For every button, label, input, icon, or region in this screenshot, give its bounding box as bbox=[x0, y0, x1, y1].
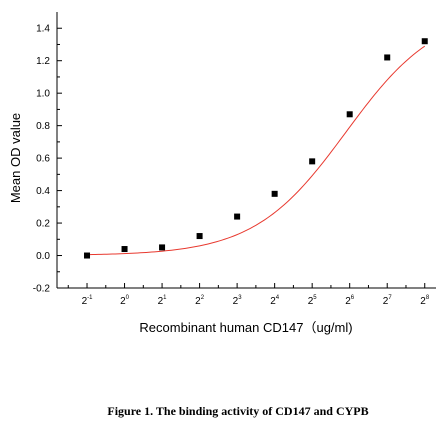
data-points bbox=[84, 38, 428, 259]
data-point bbox=[346, 111, 353, 118]
x-tick-label: 22 bbox=[195, 295, 205, 307]
data-point bbox=[421, 38, 428, 45]
y-tick-label: -0.2 bbox=[33, 284, 51, 295]
data-point bbox=[384, 54, 391, 61]
y-axis-ticks: -0.2 0.0 0.2 0.4 0.6 0.8 1.0 1.2 1.4 bbox=[33, 24, 62, 295]
x-tick-label: 2-1 bbox=[82, 295, 94, 307]
data-point bbox=[309, 158, 316, 165]
y-tick-label: 0.4 bbox=[36, 186, 50, 197]
data-point bbox=[121, 246, 128, 253]
data-point bbox=[84, 252, 91, 259]
figure-caption: Figure 1. The binding activity of CD147 … bbox=[107, 404, 368, 418]
x-tick-label: 27 bbox=[383, 295, 393, 307]
y-tick-label: 0.2 bbox=[36, 219, 50, 230]
x-tick-label: 24 bbox=[270, 295, 280, 307]
x-tick-label: 28 bbox=[420, 295, 430, 307]
y-axis-label: Mean OD value bbox=[8, 113, 23, 203]
x-axis-ticks: 2-1 20 21 22 23 24 25 26 27 28 bbox=[67, 283, 430, 307]
data-point bbox=[159, 244, 166, 251]
fit-curve-group bbox=[87, 45, 426, 256]
x-tick-label: 23 bbox=[233, 295, 243, 307]
x-tick-label: 20 bbox=[120, 295, 130, 307]
y-tick-label: 0.6 bbox=[36, 154, 50, 165]
data-point bbox=[196, 233, 203, 240]
fit-curve bbox=[87, 45, 426, 256]
data-point bbox=[234, 213, 241, 220]
x-tick-label: 25 bbox=[308, 295, 318, 307]
y-tick-label: 0.0 bbox=[36, 251, 50, 262]
y-tick-label: 1.0 bbox=[36, 89, 50, 100]
y-tick-label: 1.4 bbox=[36, 24, 50, 35]
axes-frame bbox=[56, 12, 436, 289]
y-tick-label: 0.8 bbox=[36, 121, 50, 132]
y-tick-label: 1.2 bbox=[36, 56, 50, 67]
data-point bbox=[271, 190, 278, 197]
x-tick-label: 26 bbox=[345, 295, 355, 307]
x-tick-label: 21 bbox=[158, 295, 168, 307]
x-axis-label: Recombinant human CD147（ug/ml) bbox=[139, 320, 352, 335]
